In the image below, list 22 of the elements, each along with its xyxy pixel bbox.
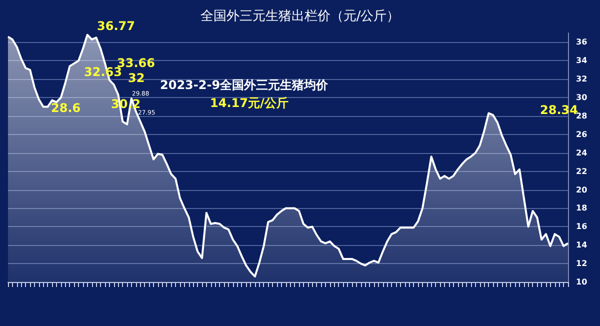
y-tick-label: 12 [576, 259, 588, 268]
y-tick-label: 32 [576, 74, 588, 84]
annotation: 32 [128, 71, 145, 85]
y-tick-label: 28 [576, 112, 588, 120]
y-tick-label: 14 [576, 240, 588, 250]
y-tick-label: 20 [576, 185, 588, 194]
y-tick-label: 10 [576, 278, 588, 286]
y-tick-label: 30 [576, 93, 588, 102]
annotation: 14.17元/公斤 [210, 96, 288, 110]
chart-title: 全国外三元生猪出栏价（元/公斤） [200, 9, 400, 24]
y-tick-label: 34 [576, 56, 588, 66]
y-tick-label: 18 [576, 204, 588, 213]
annotation: 28.34 [540, 103, 578, 117]
y-tick-label: 24 [576, 148, 588, 158]
annotation: 30.2 [111, 97, 141, 111]
y-tick-label: 26 [576, 130, 588, 139]
text: 36.77 [97, 19, 135, 33]
annotation: 2023-2-9全国外三元生猪均价 [160, 78, 330, 92]
y-tick-label: 16 [576, 222, 588, 232]
y-tick-label: 22 [576, 166, 588, 176]
annotation: 28.6 [51, 101, 81, 115]
y-tick-label: 36 [576, 38, 588, 47]
